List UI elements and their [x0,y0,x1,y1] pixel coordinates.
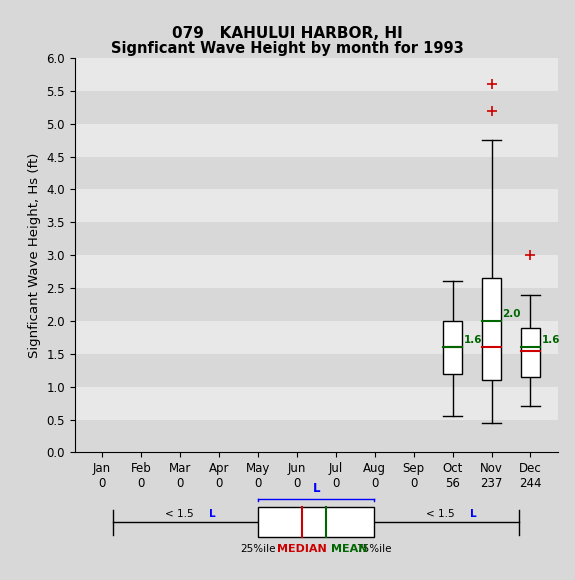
Text: L: L [209,509,216,519]
Text: 75%ile: 75%ile [356,544,392,554]
Bar [75,91,558,124]
Bar [482,278,501,380]
Text: L: L [470,509,477,519]
Text: 25%ile: 25%ile [240,544,276,554]
Bar [258,508,374,538]
Bar [75,354,558,387]
Y-axis label: Signficant Wave Height, Hs (ft): Signficant Wave Height, Hs (ft) [28,153,41,358]
Text: < 1.5: < 1.5 [165,509,197,519]
Text: 1.6: 1.6 [463,335,482,345]
Bar [443,321,462,374]
Bar [75,288,558,321]
Text: MEAN: MEAN [331,544,367,554]
Text: 079   KAHULUI HARBOR, HI: 079 KAHULUI HARBOR, HI [172,26,403,41]
Text: < 1.5: < 1.5 [426,509,458,519]
Bar [75,419,558,452]
Text: MEDIAN: MEDIAN [277,544,327,554]
Text: Signficant Wave Height by month for 1993: Signficant Wave Height by month for 1993 [111,41,464,56]
Bar [75,222,558,255]
Text: 2.0: 2.0 [503,309,521,319]
Bar [75,157,558,190]
Bar [521,328,540,377]
Text: 1.6: 1.6 [542,335,560,345]
Text: L: L [312,482,320,495]
